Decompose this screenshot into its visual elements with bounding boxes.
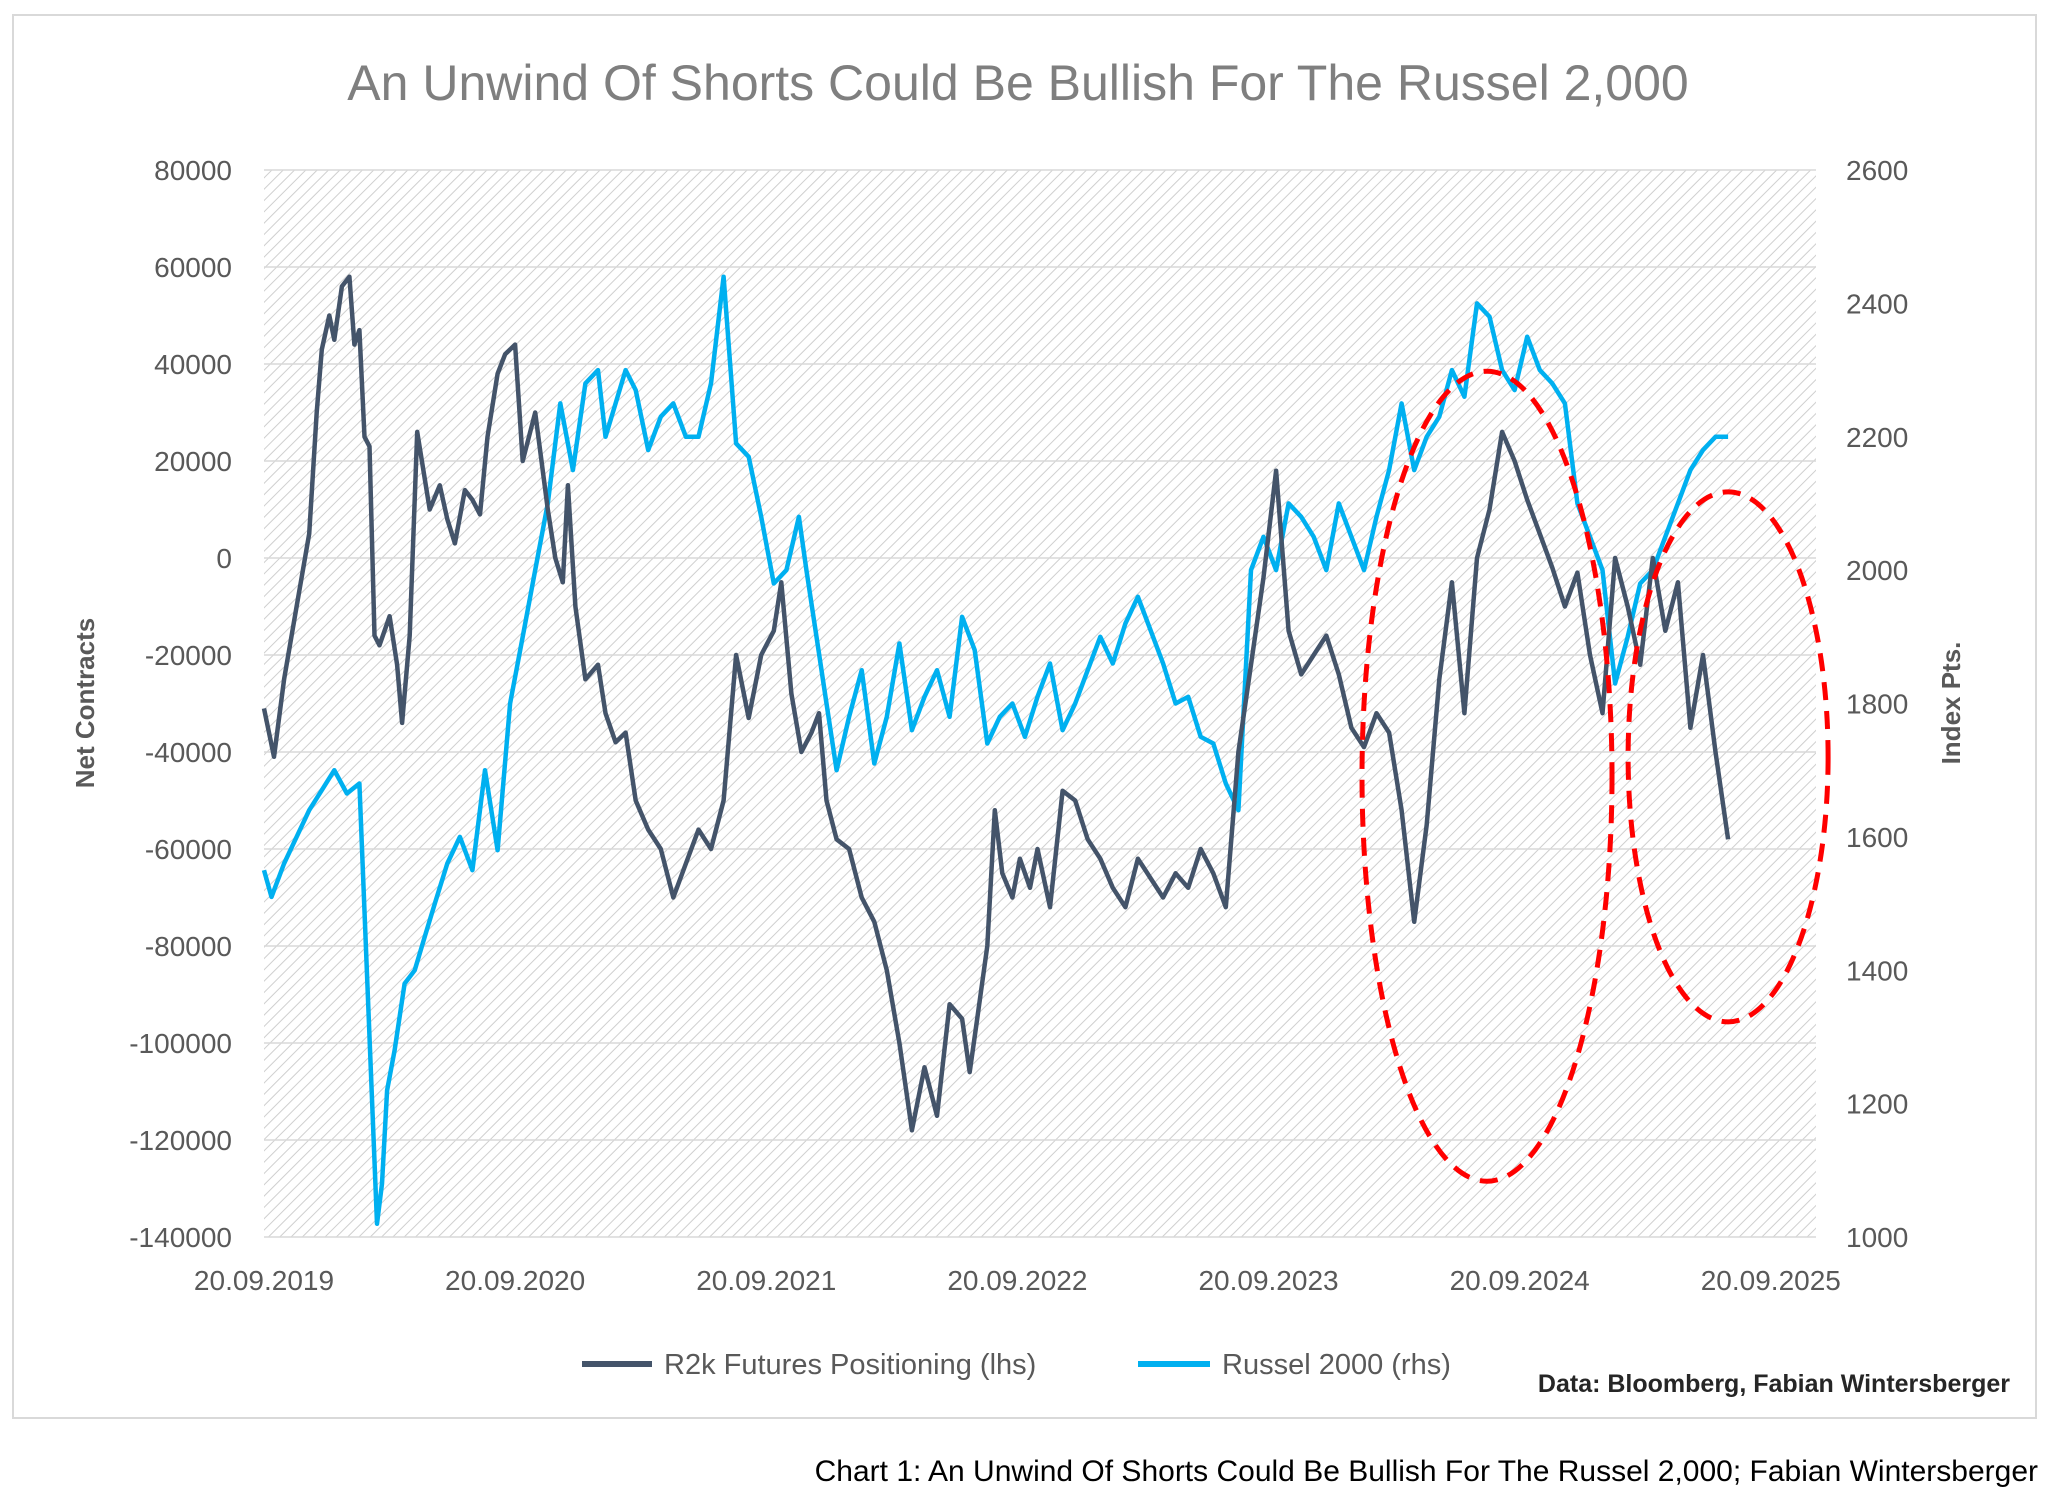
right-tick-label: 1200 xyxy=(1846,1089,1908,1120)
x-tick-label: 20.09.2019 xyxy=(194,1265,334,1296)
right-tick-label: 1400 xyxy=(1846,955,1908,986)
chart: An Unwind Of Shorts Could Be Bullish For… xyxy=(70,55,2010,1398)
x-tick-label: 20.09.2024 xyxy=(1450,1265,1590,1296)
left-tick-label: 40000 xyxy=(154,349,232,380)
left-tick-label: -100000 xyxy=(129,1028,232,1059)
highlight-2024-cluster xyxy=(1359,368,1615,1184)
x-tick-label: 20.09.2021 xyxy=(696,1265,836,1296)
left-tick-label: -40000 xyxy=(145,737,232,768)
gridlines xyxy=(264,169,1816,1238)
legend-label-russel: Russel 2000 (rhs) xyxy=(1222,1349,1451,1381)
legend: R2k Futures Positioning (lhs) Russel 200… xyxy=(582,1349,1451,1381)
highlight-2025-cluster xyxy=(1625,489,1831,1025)
right-tick-label: 2400 xyxy=(1846,288,1908,319)
source-note: Data: Bloomberg, Fabian Wintersberger xyxy=(1538,1370,2010,1398)
right-tick-label: 1800 xyxy=(1846,689,1908,720)
x-tick-label: 20.09.2020 xyxy=(445,1265,585,1296)
series-lines xyxy=(261,274,1731,1226)
right-tick-label: 2000 xyxy=(1846,555,1908,586)
right-tick-label: 1600 xyxy=(1846,822,1908,853)
left-tick-label: 60000 xyxy=(154,252,232,283)
left-tick-label: 80000 xyxy=(154,155,232,186)
plot-area xyxy=(264,170,1816,1237)
x-tick-label: 20.09.2023 xyxy=(1198,1265,1338,1296)
x-tick-label: 20.09.2022 xyxy=(947,1265,1087,1296)
left-tick-label: -20000 xyxy=(145,640,232,671)
left-tick-label: -60000 xyxy=(145,834,232,865)
legend-label-r2k: R2k Futures Positioning (lhs) xyxy=(664,1349,1036,1381)
series-line-russel-2000 xyxy=(261,274,1729,1226)
right-axis-ticks: 2600 2400 2200 2000 1800 1600 1400 1200 1000 xyxy=(1846,155,1908,1253)
figure-caption: Chart 1: An Unwind Of Shorts Could Be Bu… xyxy=(814,1455,2038,1488)
series-line-r2k-positioning xyxy=(261,274,1731,1133)
x-tick-label: 20.09.2025 xyxy=(1701,1265,1841,1296)
right-tick-label: 2200 xyxy=(1846,422,1908,453)
right-tick-label: 1000 xyxy=(1846,1222,1908,1253)
left-axis-ticks: 80000 60000 40000 20000 0 -20000 -40000 -60000 -… xyxy=(129,155,232,1253)
y-axis-right-label: Index Pts. xyxy=(1936,642,1966,765)
left-tick-label: -140000 xyxy=(129,1222,232,1253)
right-tick-label: 2600 xyxy=(1846,155,1908,186)
left-tick-label: 0 xyxy=(216,543,232,574)
left-tick-label: -120000 xyxy=(129,1125,232,1156)
highlight-ellipses xyxy=(1359,368,1831,1184)
left-tick-label: -80000 xyxy=(145,931,232,962)
left-tick-label: 20000 xyxy=(154,446,232,477)
y-axis-left-label: Net Contracts xyxy=(70,618,100,788)
chart-title: An Unwind Of Shorts Could Be Bullish For… xyxy=(347,55,1688,111)
x-axis-ticks: 20.09.2019 20.09.2020 20.09.2021 20.09.2022… xyxy=(194,1265,1841,1296)
